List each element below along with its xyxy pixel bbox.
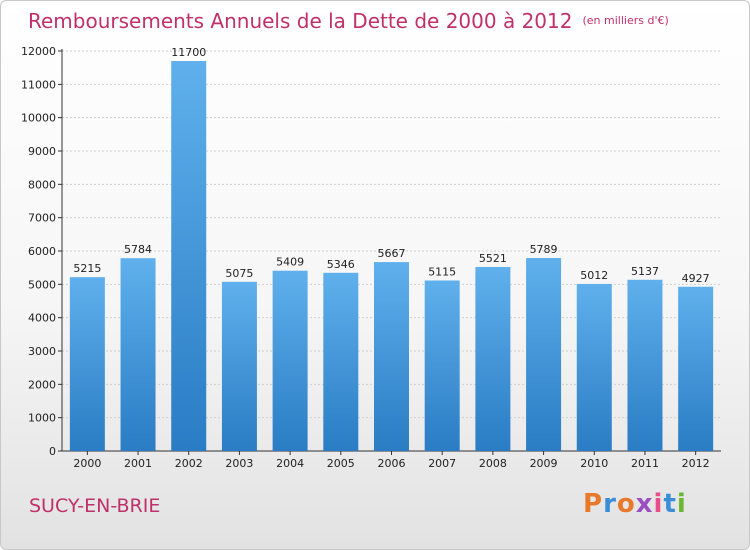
proxiti-logo[interactable]: Proxiti — [583, 489, 687, 519]
x-tick-label: 2011 — [631, 457, 659, 470]
y-tick-label: 10000 — [21, 112, 56, 125]
city-name: SUCY-EN-BRIE — [29, 495, 161, 517]
bar — [678, 286, 714, 451]
y-tick-label: 5000 — [28, 278, 56, 291]
chart-title: Remboursements Annuels de la Dette de 20… — [28, 9, 669, 33]
x-tick-label: 2002 — [175, 457, 203, 470]
x-tick-label: 2003 — [225, 457, 253, 470]
x-tick-label: 2004 — [276, 457, 304, 470]
bar — [323, 272, 359, 451]
logo-letter: t — [663, 489, 677, 519]
data-label: 5784 — [124, 243, 152, 256]
x-tick-label: 2008 — [479, 457, 507, 470]
axes: 0 1000 2000 3000 4000 5000 6000 7000 8000 9000 100… — [21, 45, 721, 470]
y-tick-label: 1000 — [28, 412, 56, 425]
y-tick-label: 8000 — [28, 178, 56, 191]
x-tick-label: 2005 — [327, 457, 355, 470]
x-tick-label: 2007 — [428, 457, 456, 470]
x-tick-label: 2001 — [124, 457, 152, 470]
data-label: 11700 — [171, 46, 206, 59]
x-tick-label: 2000 — [73, 457, 101, 470]
x-tick-label: 2012 — [682, 457, 710, 470]
x-tick-label: 2009 — [530, 457, 558, 470]
bar — [526, 258, 562, 451]
x-tick-label: 2006 — [378, 457, 406, 470]
data-label: 5409 — [276, 256, 304, 269]
chart-subtitle: (en milliers d'€) — [582, 14, 669, 27]
logo-letter: P — [583, 489, 604, 519]
y-tick-label: 4000 — [28, 312, 56, 325]
logo-letter: i — [653, 489, 664, 519]
chart-title-text: Remboursements Annuels de la Dette de 20… — [28, 9, 573, 33]
x-tick-label: 2010 — [580, 457, 608, 470]
y-tick-label: 7000 — [28, 212, 56, 225]
data-label: 5789 — [530, 243, 558, 256]
data-label: 5075 — [225, 267, 253, 280]
data-label: 5115 — [428, 266, 456, 279]
data-label: 5215 — [73, 262, 101, 275]
bar — [576, 283, 612, 451]
y-tick-label: 9000 — [28, 145, 56, 158]
bar — [475, 266, 511, 451]
bar — [120, 258, 156, 451]
data-label: 5012 — [580, 269, 608, 282]
y-tick-label: 11000 — [21, 78, 56, 91]
data-labels: 5215 5784 11700 5075 5409 5346 5667 5115 5521 578… — [73, 46, 709, 285]
y-tick-label: 12000 — [21, 45, 56, 58]
y-tick-label: 2000 — [28, 378, 56, 391]
y-tick-label: 3000 — [28, 345, 56, 358]
logo-letter: r — [603, 489, 617, 519]
y-tick-label: 0 — [49, 445, 56, 458]
bar — [627, 279, 663, 451]
logo-letter: i — [676, 489, 687, 519]
bars — [69, 61, 714, 451]
bar — [424, 280, 460, 451]
data-label: 5346 — [327, 258, 355, 271]
data-label: 4927 — [682, 272, 710, 285]
logo-letter: x — [635, 489, 654, 519]
bar — [272, 270, 308, 451]
bar — [171, 61, 207, 451]
bar — [221, 281, 257, 451]
data-label: 5521 — [479, 252, 507, 265]
data-label: 5137 — [631, 265, 659, 278]
logo-letter: o — [616, 489, 636, 519]
bar — [69, 277, 105, 451]
y-tick-label: 6000 — [28, 245, 56, 258]
data-label: 5667 — [378, 247, 406, 260]
bar — [374, 262, 409, 451]
